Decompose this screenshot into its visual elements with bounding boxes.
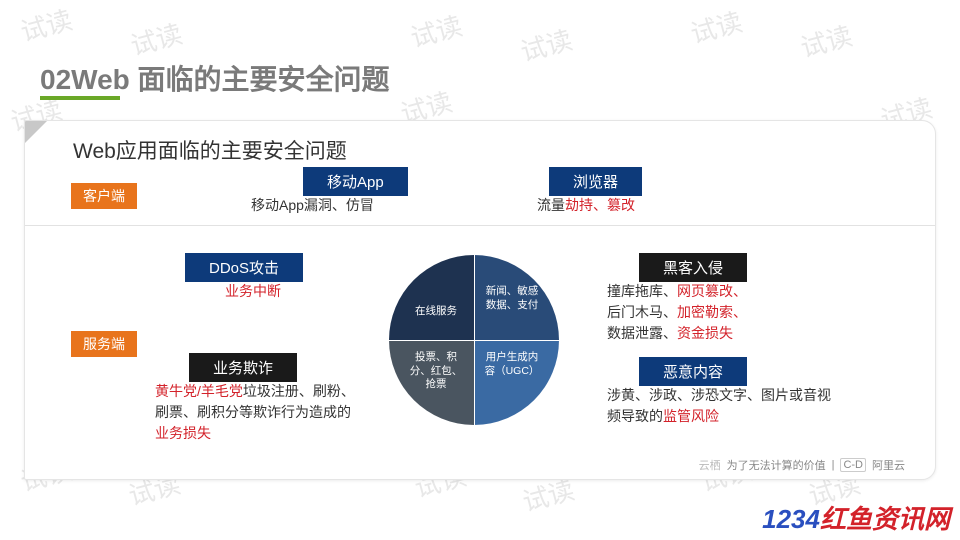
mobile-desc: 移动App漏洞、仿冒: [251, 195, 374, 216]
title-underline: [40, 96, 120, 100]
fraud-desc: 黄牛党/羊毛党垃圾注册、刷粉、刷票、刷积分等欺诈行为造成的业务损失: [155, 381, 355, 444]
pie-q4: 在线服务: [405, 305, 467, 319]
hacker-desc: 撞库拖库、网页篡改、 后门木马、加密勒索、 数据泄露、资金损失: [607, 281, 847, 344]
pie-q3: 投票、积分、红包、抢票: [405, 351, 467, 392]
slide-title: Web应用面临的主要安全问题: [73, 135, 347, 165]
pie-chart: 新闻、敏感数据、支付 用户生成内容（UGC） 投票、积分、红包、抢票 在线服务: [389, 255, 559, 425]
corner-fold: [25, 121, 47, 143]
page-title: 02Web 面临的主要安全问题: [40, 58, 390, 98]
browser-desc: 流量劫持、篡改: [537, 195, 635, 216]
divider: [25, 225, 935, 226]
server-badge: 服务端: [71, 331, 137, 357]
fraud-badge: 业务欺诈: [189, 353, 297, 382]
browser-badge: 浏览器: [549, 167, 642, 196]
client-badge: 客户端: [71, 183, 137, 209]
ddos-badge: DDoS攻击: [185, 253, 303, 282]
slide-card: Web应用面临的主要安全问题 客户端 移动App 移动App漏洞、仿冒 浏览器 …: [24, 120, 936, 480]
site-watermark: 1234红鱼资讯网: [762, 499, 950, 536]
pie-q2: 用户生成内容（UGC）: [481, 351, 543, 378]
slide-footer: 云栖 为了无法计算的价值 | C‑D 阿里云: [699, 457, 905, 473]
malicious-badge: 恶意内容: [639, 357, 747, 386]
malicious-desc: 涉黄、涉政、涉恐文字、图片或音视频导致的监管风险: [607, 385, 837, 427]
mobile-badge: 移动App: [303, 167, 408, 196]
hacker-badge: 黑客入侵: [639, 253, 747, 282]
ddos-desc: 业务中断: [225, 281, 281, 302]
pie-q1: 新闻、敏感数据、支付: [481, 285, 543, 312]
